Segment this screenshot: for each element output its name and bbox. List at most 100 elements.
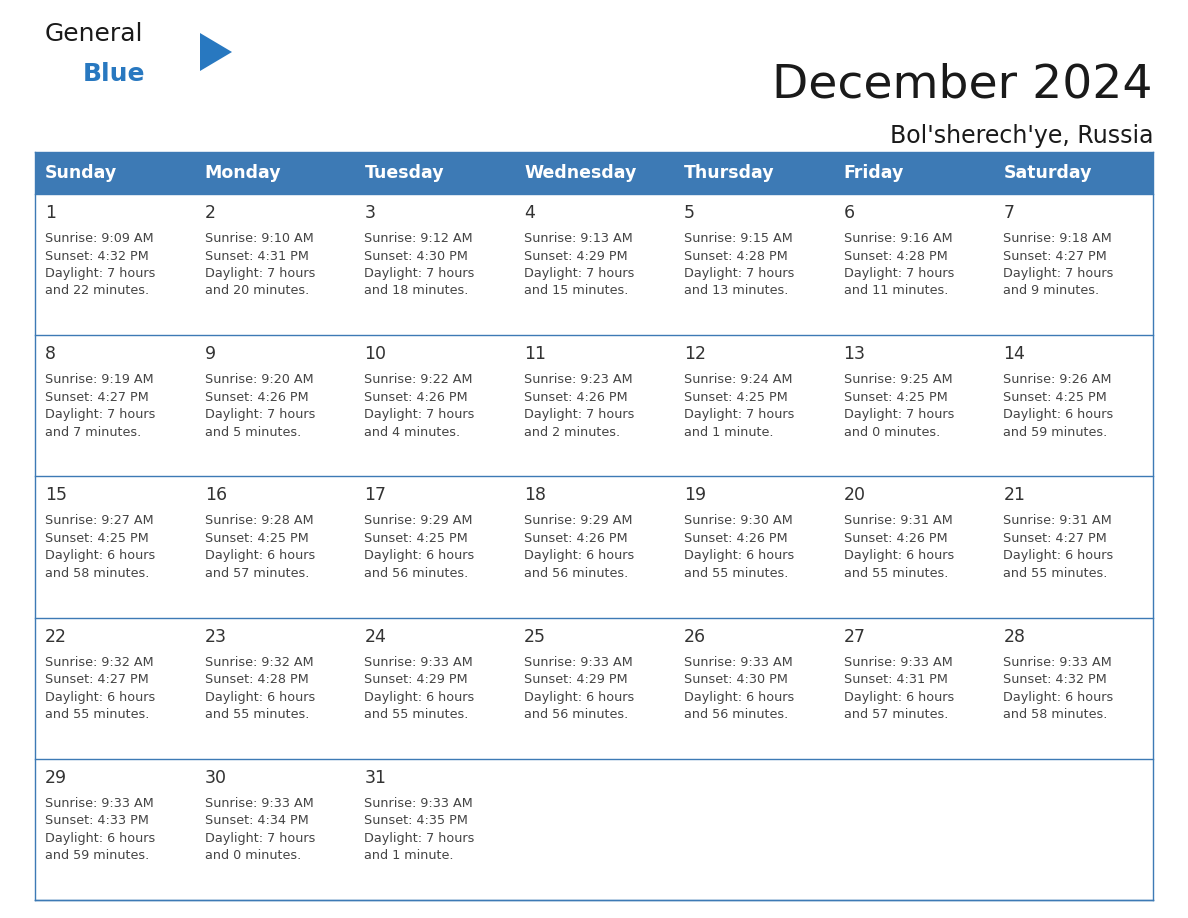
Bar — [834, 335, 993, 476]
Text: Sunset: 4:29 PM: Sunset: 4:29 PM — [524, 250, 627, 263]
Text: 23: 23 — [204, 628, 227, 645]
Text: Daylight: 6 hours: Daylight: 6 hours — [1004, 690, 1113, 703]
Text: Sunset: 4:27 PM: Sunset: 4:27 PM — [1004, 532, 1107, 545]
Text: Sunrise: 9:29 AM: Sunrise: 9:29 AM — [365, 514, 473, 528]
Text: Sunset: 4:28 PM: Sunset: 4:28 PM — [684, 250, 788, 263]
Text: and 59 minutes.: and 59 minutes. — [1004, 426, 1107, 439]
Text: Daylight: 6 hours: Daylight: 6 hours — [204, 690, 315, 703]
Text: 2: 2 — [204, 204, 216, 222]
Text: Daylight: 6 hours: Daylight: 6 hours — [684, 690, 794, 703]
Text: 7: 7 — [1004, 204, 1015, 222]
Text: and 0 minutes.: and 0 minutes. — [843, 426, 940, 439]
Text: Sunrise: 9:33 AM: Sunrise: 9:33 AM — [365, 655, 473, 668]
Text: Sunset: 4:35 PM: Sunset: 4:35 PM — [365, 814, 468, 827]
Text: Sunrise: 9:16 AM: Sunrise: 9:16 AM — [843, 232, 953, 245]
Text: Sunrise: 9:13 AM: Sunrise: 9:13 AM — [524, 232, 633, 245]
Text: Sunset: 4:26 PM: Sunset: 4:26 PM — [684, 532, 788, 545]
Text: Sunrise: 9:15 AM: Sunrise: 9:15 AM — [684, 232, 792, 245]
Bar — [34, 618, 195, 759]
Text: Sunrise: 9:18 AM: Sunrise: 9:18 AM — [1004, 232, 1112, 245]
Text: Bol'sherech'ye, Russia: Bol'sherech'ye, Russia — [890, 124, 1154, 148]
Text: Daylight: 7 hours: Daylight: 7 hours — [684, 409, 795, 421]
Text: Daylight: 7 hours: Daylight: 7 hours — [204, 832, 315, 845]
Text: and 55 minutes.: and 55 minutes. — [45, 708, 150, 722]
Text: 18: 18 — [524, 487, 546, 504]
Text: Daylight: 6 hours: Daylight: 6 hours — [524, 690, 634, 703]
Text: Sunset: 4:25 PM: Sunset: 4:25 PM — [843, 391, 947, 404]
Text: Sunset: 4:28 PM: Sunset: 4:28 PM — [843, 250, 947, 263]
Text: Sunrise: 9:29 AM: Sunrise: 9:29 AM — [524, 514, 633, 528]
Bar — [834, 759, 993, 900]
Bar — [514, 759, 674, 900]
Text: Daylight: 6 hours: Daylight: 6 hours — [1004, 549, 1113, 563]
Text: Daylight: 7 hours: Daylight: 7 hours — [204, 267, 315, 280]
Bar — [834, 194, 993, 335]
Bar — [354, 335, 514, 476]
Text: Daylight: 7 hours: Daylight: 7 hours — [45, 409, 156, 421]
Text: Daylight: 7 hours: Daylight: 7 hours — [365, 832, 475, 845]
Text: 30: 30 — [204, 768, 227, 787]
Text: Sunrise: 9:32 AM: Sunrise: 9:32 AM — [204, 655, 314, 668]
Text: Sunrise: 9:23 AM: Sunrise: 9:23 AM — [524, 374, 633, 386]
Text: 22: 22 — [45, 628, 67, 645]
Text: Blue: Blue — [83, 62, 145, 86]
Text: Daylight: 6 hours: Daylight: 6 hours — [45, 832, 156, 845]
Text: and 57 minutes.: and 57 minutes. — [843, 708, 948, 722]
Text: Sunset: 4:32 PM: Sunset: 4:32 PM — [45, 250, 148, 263]
Text: Sunday: Sunday — [45, 164, 118, 182]
Text: and 18 minutes.: and 18 minutes. — [365, 285, 469, 297]
Text: 4: 4 — [524, 204, 535, 222]
Bar — [834, 476, 993, 618]
Text: and 22 minutes.: and 22 minutes. — [45, 285, 150, 297]
Text: Daylight: 7 hours: Daylight: 7 hours — [684, 267, 795, 280]
Text: and 55 minutes.: and 55 minutes. — [843, 567, 948, 580]
Text: 1: 1 — [45, 204, 56, 222]
Text: and 56 minutes.: and 56 minutes. — [524, 567, 628, 580]
Text: Sunset: 4:26 PM: Sunset: 4:26 PM — [843, 532, 947, 545]
Text: 29: 29 — [45, 768, 68, 787]
Text: Daylight: 7 hours: Daylight: 7 hours — [524, 409, 634, 421]
Text: 21: 21 — [1004, 487, 1025, 504]
Text: and 5 minutes.: and 5 minutes. — [204, 426, 301, 439]
Text: December 2024: December 2024 — [772, 62, 1154, 107]
Bar — [993, 759, 1154, 900]
Text: Wednesday: Wednesday — [524, 164, 637, 182]
Text: and 57 minutes.: and 57 minutes. — [204, 567, 309, 580]
Text: Sunset: 4:29 PM: Sunset: 4:29 PM — [524, 673, 627, 686]
Text: Tuesday: Tuesday — [365, 164, 444, 182]
Text: and 1 minute.: and 1 minute. — [684, 426, 773, 439]
Text: Sunrise: 9:12 AM: Sunrise: 9:12 AM — [365, 232, 473, 245]
Bar — [34, 152, 1154, 194]
Text: 11: 11 — [524, 345, 546, 364]
Text: Sunrise: 9:33 AM: Sunrise: 9:33 AM — [45, 797, 153, 810]
Text: Sunset: 4:25 PM: Sunset: 4:25 PM — [365, 532, 468, 545]
Bar — [195, 618, 354, 759]
Text: Sunrise: 9:33 AM: Sunrise: 9:33 AM — [684, 655, 792, 668]
Bar — [674, 335, 834, 476]
Text: Daylight: 7 hours: Daylight: 7 hours — [843, 267, 954, 280]
Text: Sunrise: 9:33 AM: Sunrise: 9:33 AM — [843, 655, 953, 668]
Text: 8: 8 — [45, 345, 56, 364]
Text: Daylight: 7 hours: Daylight: 7 hours — [45, 267, 156, 280]
Text: Sunset: 4:27 PM: Sunset: 4:27 PM — [1004, 250, 1107, 263]
Text: Daylight: 6 hours: Daylight: 6 hours — [524, 549, 634, 563]
Text: 10: 10 — [365, 345, 386, 364]
Text: 12: 12 — [684, 345, 706, 364]
Text: 5: 5 — [684, 204, 695, 222]
Text: and 56 minutes.: and 56 minutes. — [365, 567, 469, 580]
Text: Sunrise: 9:10 AM: Sunrise: 9:10 AM — [204, 232, 314, 245]
Text: 19: 19 — [684, 487, 706, 504]
Bar — [674, 759, 834, 900]
Bar — [674, 618, 834, 759]
Text: Sunrise: 9:33 AM: Sunrise: 9:33 AM — [365, 797, 473, 810]
Text: Sunrise: 9:26 AM: Sunrise: 9:26 AM — [1004, 374, 1112, 386]
Text: Daylight: 6 hours: Daylight: 6 hours — [204, 549, 315, 563]
Text: Saturday: Saturday — [1004, 164, 1092, 182]
Text: and 0 minutes.: and 0 minutes. — [204, 849, 301, 862]
Text: Daylight: 6 hours: Daylight: 6 hours — [45, 690, 156, 703]
Text: Sunset: 4:29 PM: Sunset: 4:29 PM — [365, 673, 468, 686]
Text: Sunset: 4:25 PM: Sunset: 4:25 PM — [45, 532, 148, 545]
Text: Sunrise: 9:20 AM: Sunrise: 9:20 AM — [204, 374, 314, 386]
Text: Daylight: 7 hours: Daylight: 7 hours — [365, 409, 475, 421]
Bar — [993, 194, 1154, 335]
